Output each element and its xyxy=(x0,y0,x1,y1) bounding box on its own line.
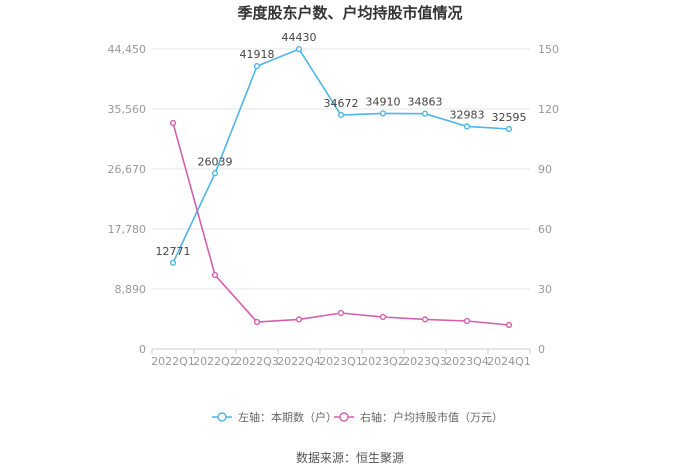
left-tick-label: 35,560 xyxy=(108,103,147,116)
data-point xyxy=(505,321,513,329)
data-point xyxy=(337,309,345,317)
x-tick-label: 2024Q1 xyxy=(487,355,531,368)
data-point xyxy=(253,62,261,70)
data-label: 34672 xyxy=(324,97,359,110)
data-point xyxy=(379,313,387,321)
data-point xyxy=(169,259,177,266)
chart-title: 季度股东户数、户均持股市值情况 xyxy=(237,4,462,22)
legend-label: 右轴：户均持股市值（万元） xyxy=(360,410,503,424)
data-source: 数据来源：恒生聚源 xyxy=(296,450,404,465)
x-axis: 2022Q12022Q22022Q32022Q42023Q12023Q22023… xyxy=(151,349,531,368)
data-point xyxy=(421,316,429,323)
left-tick-label: 17,780 xyxy=(108,223,147,236)
data-point xyxy=(421,110,429,117)
right-tick-label: 30 xyxy=(538,283,552,296)
data-point xyxy=(295,316,303,323)
data-point xyxy=(463,123,471,130)
data-label: 32983 xyxy=(450,108,485,121)
data-point xyxy=(295,46,303,53)
data-label: 44430 xyxy=(282,31,317,44)
x-tick-label: 2022Q3 xyxy=(235,355,279,368)
data-point xyxy=(253,318,261,326)
left-tick-label: 26,670 xyxy=(108,163,147,176)
data-point xyxy=(505,125,513,133)
series-layer: 12771 26039 41918 44430 34672 34910 34863 32983… xyxy=(156,31,527,329)
legend-item-1[interactable]: 左轴：本期数（户） xyxy=(212,410,337,424)
data-point xyxy=(169,119,177,127)
grid xyxy=(152,48,530,350)
legend-marker-icon xyxy=(217,412,227,422)
series-2 xyxy=(169,119,513,329)
x-tick-label: 2023Q4 xyxy=(445,355,489,368)
data-point xyxy=(211,271,219,279)
legend-marker-icon xyxy=(339,412,349,422)
data-label: 34910 xyxy=(366,95,401,108)
right-tick-label: 60 xyxy=(538,223,552,236)
data-point xyxy=(337,111,345,119)
data-label: 34863 xyxy=(408,96,443,109)
legend-label: 左轴：本期数（户） xyxy=(238,410,337,424)
right-tick-label: 120 xyxy=(538,103,559,116)
data-point xyxy=(463,317,471,325)
x-tick-label: 2022Q2 xyxy=(193,355,237,368)
x-tick-label: 2023Q1 xyxy=(319,355,363,368)
x-tick-label: 2022Q4 xyxy=(277,355,321,368)
data-point xyxy=(211,170,219,177)
right-tick-label: 90 xyxy=(538,163,552,176)
data-label: 26039 xyxy=(198,155,233,168)
data-label: 32595 xyxy=(492,111,527,124)
left-tick-label: 8,890 xyxy=(115,283,147,296)
right-axis: 0 30 60 90 120 150 xyxy=(538,43,559,356)
legend-item-2[interactable]: 右轴：户均持股市值（万元） xyxy=(334,410,503,424)
left-tick-label: 44,450 xyxy=(108,43,147,56)
data-point xyxy=(379,110,387,117)
right-tick-label: 0 xyxy=(538,343,545,356)
x-tick-label: 2023Q2 xyxy=(361,355,405,368)
data-label: 41918 xyxy=(240,48,275,61)
right-tick-label: 150 xyxy=(538,43,559,56)
left-tick-label: 0 xyxy=(139,343,146,356)
left-axis: 0 8,890 17,780 26,670 35,560 44,450 xyxy=(108,43,147,356)
series-1: 12771 26039 41918 44430 34672 34910 34863 32983… xyxy=(156,31,527,266)
x-tick-label: 2023Q3 xyxy=(403,355,447,368)
legend[interactable]: 左轴：本期数（户） 右轴：户均持股市值（万元） xyxy=(212,410,503,424)
data-label: 12771 xyxy=(156,245,191,258)
x-tick-label: 2022Q1 xyxy=(151,355,195,368)
